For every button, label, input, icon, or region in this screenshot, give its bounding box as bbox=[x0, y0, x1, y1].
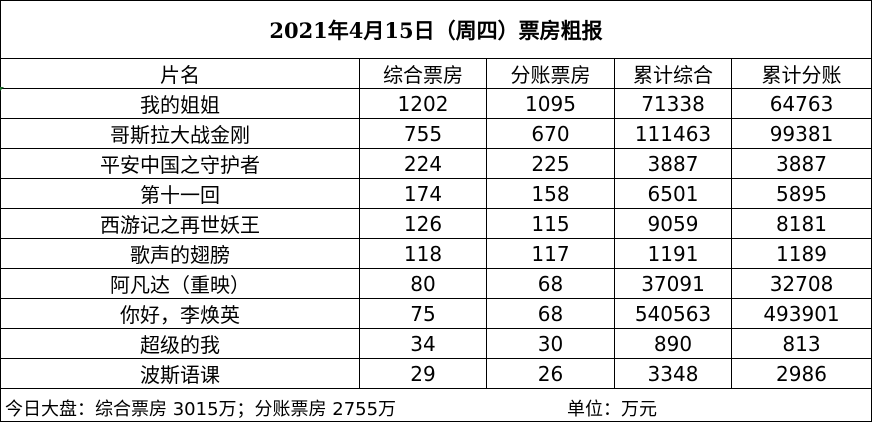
cumulative-split: 64763 bbox=[731, 88, 872, 119]
cumulative-gross: 9059 bbox=[614, 208, 732, 239]
cumulative-gross: 3887 bbox=[614, 148, 732, 179]
cumulative-gross: 37091 bbox=[614, 268, 732, 299]
table-row: 阿凡达（重映） 80 68 37091 32708 bbox=[0, 268, 872, 299]
column-header-daily-split: 分账票房 bbox=[486, 58, 615, 89]
cumulative-gross: 1191 bbox=[614, 238, 732, 269]
table-row: 我的姐姐 1202 1095 71338 64763 bbox=[0, 88, 872, 119]
column-header-daily-gross: 综合票房 bbox=[359, 58, 487, 89]
footer-cell: 今日大盘：综合票房 3015万；分账票房 2755万 单位：万元 bbox=[0, 388, 872, 422]
cumulative-gross: 71338 bbox=[614, 88, 732, 119]
cumulative-split: 813 bbox=[731, 328, 872, 359]
table-row: 第十一回 174 158 6501 5895 bbox=[0, 178, 872, 209]
daily-split: 117 bbox=[486, 238, 615, 269]
daily-gross: 1202 bbox=[359, 88, 487, 119]
daily-gross: 755 bbox=[359, 118, 487, 149]
daily-split: 68 bbox=[486, 298, 615, 329]
table-row: 歌声的翅膀 118 117 1191 1189 bbox=[0, 238, 872, 269]
table-row: 西游记之再世妖王 126 115 9059 8181 bbox=[0, 208, 872, 239]
column-header-cumulative-split: 累计分账 bbox=[731, 58, 872, 89]
daily-split: 225 bbox=[486, 148, 615, 179]
film-name: 我的姐姐 bbox=[0, 88, 360, 119]
daily-split: 670 bbox=[486, 118, 615, 149]
daily-gross: 126 bbox=[359, 208, 487, 239]
table-row: 超级的我 34 30 890 813 bbox=[0, 328, 872, 359]
film-name: 第十一回 bbox=[0, 178, 360, 209]
market-total-text: 今日大盘：综合票房 3015万；分账票房 2755万 bbox=[5, 399, 397, 420]
report-title: 2021年4月15日（周四）票房粗报 bbox=[0, 0, 872, 59]
cumulative-split: 99381 bbox=[731, 118, 872, 149]
cumulative-split: 3887 bbox=[731, 148, 872, 179]
film-name: 超级的我 bbox=[0, 328, 360, 359]
film-name: 阿凡达（重映） bbox=[0, 268, 360, 299]
daily-gross: 34 bbox=[359, 328, 487, 359]
daily-split: 30 bbox=[486, 328, 615, 359]
film-name: 歌声的翅膀 bbox=[0, 238, 360, 269]
daily-gross: 80 bbox=[359, 268, 487, 299]
film-name: 西游记之再世妖王 bbox=[0, 208, 360, 239]
daily-gross: 174 bbox=[359, 178, 487, 209]
cumulative-gross: 890 bbox=[614, 328, 732, 359]
cumulative-gross: 6501 bbox=[614, 178, 732, 209]
cumulative-split: 493901 bbox=[731, 298, 872, 329]
daily-split: 158 bbox=[486, 178, 615, 209]
footer-row: 今日大盘：综合票房 3015万；分账票房 2755万 单位：万元 bbox=[0, 388, 872, 422]
daily-gross: 75 bbox=[359, 298, 487, 329]
cumulative-gross: 540563 bbox=[614, 298, 732, 329]
table-row: 哥斯拉大战金刚 755 670 111463 99381 bbox=[0, 118, 872, 149]
column-header-film: 片名 bbox=[0, 58, 360, 89]
cell-comment-marker bbox=[0, 87, 4, 91]
cumulative-split: 2986 bbox=[731, 358, 872, 389]
cumulative-gross: 3348 bbox=[614, 358, 732, 389]
cumulative-split: 5895 bbox=[731, 178, 872, 209]
table-row: 平安中国之守护者 224 225 3887 3887 bbox=[0, 148, 872, 179]
cumulative-split: 32708 bbox=[731, 268, 872, 299]
daily-split: 68 bbox=[486, 268, 615, 299]
cumulative-split: 1189 bbox=[731, 238, 872, 269]
film-name: 平安中国之守护者 bbox=[0, 148, 360, 179]
cumulative-gross: 111463 bbox=[614, 118, 732, 149]
film-name: 波斯语课 bbox=[0, 358, 360, 389]
column-header-cumulative-gross: 累计综合 bbox=[614, 58, 732, 89]
cumulative-split: 8181 bbox=[731, 208, 872, 239]
daily-gross: 118 bbox=[359, 238, 487, 269]
film-name: 哥斯拉大战金刚 bbox=[0, 118, 360, 149]
table-row: 你好，李焕英 75 68 540563 493901 bbox=[0, 298, 872, 329]
unit-label: 单位：万元 bbox=[567, 399, 657, 420]
daily-gross: 224 bbox=[359, 148, 487, 179]
daily-gross: 29 bbox=[359, 358, 487, 389]
daily-split: 1095 bbox=[486, 88, 615, 119]
header-row: 片名 综合票房 分账票房 累计综合 累计分账 bbox=[0, 58, 872, 89]
daily-split: 26 bbox=[486, 358, 615, 389]
table-row: 波斯语课 29 26 3348 2986 bbox=[0, 358, 872, 389]
daily-split: 115 bbox=[486, 208, 615, 239]
title-row: 2021年4月15日（周四）票房粗报 bbox=[0, 0, 872, 59]
film-name: 你好，李焕英 bbox=[0, 298, 360, 329]
